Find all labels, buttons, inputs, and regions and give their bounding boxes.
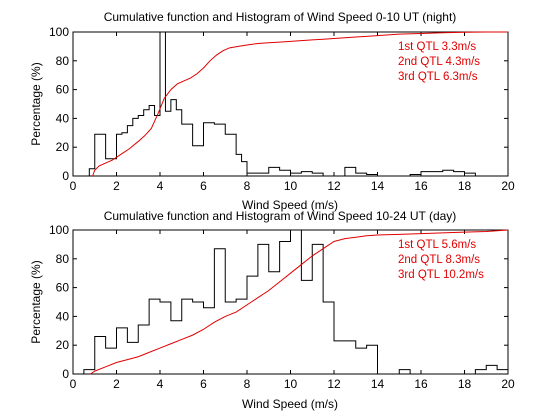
y-tick-label-day: 60 (56, 281, 70, 295)
x-tick-label-night: 14 (371, 179, 385, 193)
x-tick-label-day: 4 (157, 377, 164, 391)
y-tick-label-night: 40 (56, 111, 70, 125)
chart-day: Cumulative function and Histogram of Win… (29, 209, 515, 411)
x-tick-label-night: 0 (70, 179, 77, 193)
histogram-day (83, 229, 508, 375)
cumulative-line-day (90, 229, 509, 375)
chart-night: Cumulative function and Histogram of Win… (29, 10, 515, 212)
y-tick-label-day: 80 (56, 252, 70, 266)
x-tick-label-day: 12 (327, 377, 341, 391)
y-tick-label-night: 20 (56, 140, 70, 154)
x-tick-label-night: 2 (113, 179, 120, 193)
x-tick-label-night: 18 (458, 179, 472, 193)
y-tick-label-day: 40 (56, 309, 70, 323)
y-tick-label-night: 60 (56, 83, 70, 97)
x-tick-label-night: 12 (327, 179, 341, 193)
x-tick-label-day: 14 (371, 377, 385, 391)
x-tick-label-day: 6 (200, 377, 207, 391)
quartile-2-night: 2nd QTL 4.3m/s (398, 56, 480, 68)
quartile-1-day: 1st QTL 5.6m/s (398, 239, 476, 251)
y-tick-label-night: 0 (62, 169, 69, 183)
y-tick-label-night: 80 (56, 54, 70, 68)
x-tick-label-day: 0 (70, 377, 77, 391)
axis-ticks-night: 0 2 4 6 8 10 12 14 16 18 20 0 20 40 60 80 100 (49, 25, 515, 193)
axis-ticks-day: 0 2 4 6 8 10 12 14 16 18 20 0 20 40 60 80 100 (49, 223, 515, 391)
y-tick-label-night: 100 (49, 25, 69, 39)
quartile-3-night: 3rd QTL 6.3m/s (398, 71, 478, 83)
y-tick-label-day: 0 (62, 367, 69, 381)
x-tick-label-day: 16 (414, 377, 428, 391)
x-tick-label-day: 20 (501, 377, 515, 391)
quartile-1-night: 1st QTL 3.3m/s (398, 41, 476, 53)
x-tick-label-night: 16 (414, 179, 428, 193)
x-tick-label-night: 8 (244, 179, 251, 193)
quartile-2-day: 2nd QTL 8.3m/s (398, 254, 480, 266)
y-tick-label-day: 100 (49, 223, 69, 237)
histogram-night (83, 31, 476, 177)
chart-title-night: Cumulative function and Histogram of Win… (104, 10, 457, 24)
x-axis-label-night: Wind Speed (m/s) (242, 198, 338, 212)
cumulative-line-night (92, 31, 508, 177)
quartile-3-day: 3rd QTL 10.2m/s (398, 269, 484, 281)
chart-title-day: Cumulative function and Histogram of Win… (104, 209, 457, 223)
x-tick-label-day: 8 (244, 377, 251, 391)
x-tick-label-day: 10 (284, 377, 298, 391)
x-tick-label-night: 6 (200, 179, 207, 193)
x-axis-label-day: Wind Speed (m/s) (242, 397, 338, 411)
y-tick-label-day: 20 (56, 338, 70, 352)
x-tick-label-day: 2 (113, 377, 120, 391)
y-axis-label-day: Percentage (%) (29, 260, 43, 343)
x-tick-label-night: 10 (284, 179, 298, 193)
x-tick-label-night: 20 (501, 179, 515, 193)
y-axis-label-night: Percentage (%) (29, 62, 43, 145)
x-tick-label-day: 18 (458, 377, 472, 391)
x-tick-label-night: 4 (157, 179, 164, 193)
